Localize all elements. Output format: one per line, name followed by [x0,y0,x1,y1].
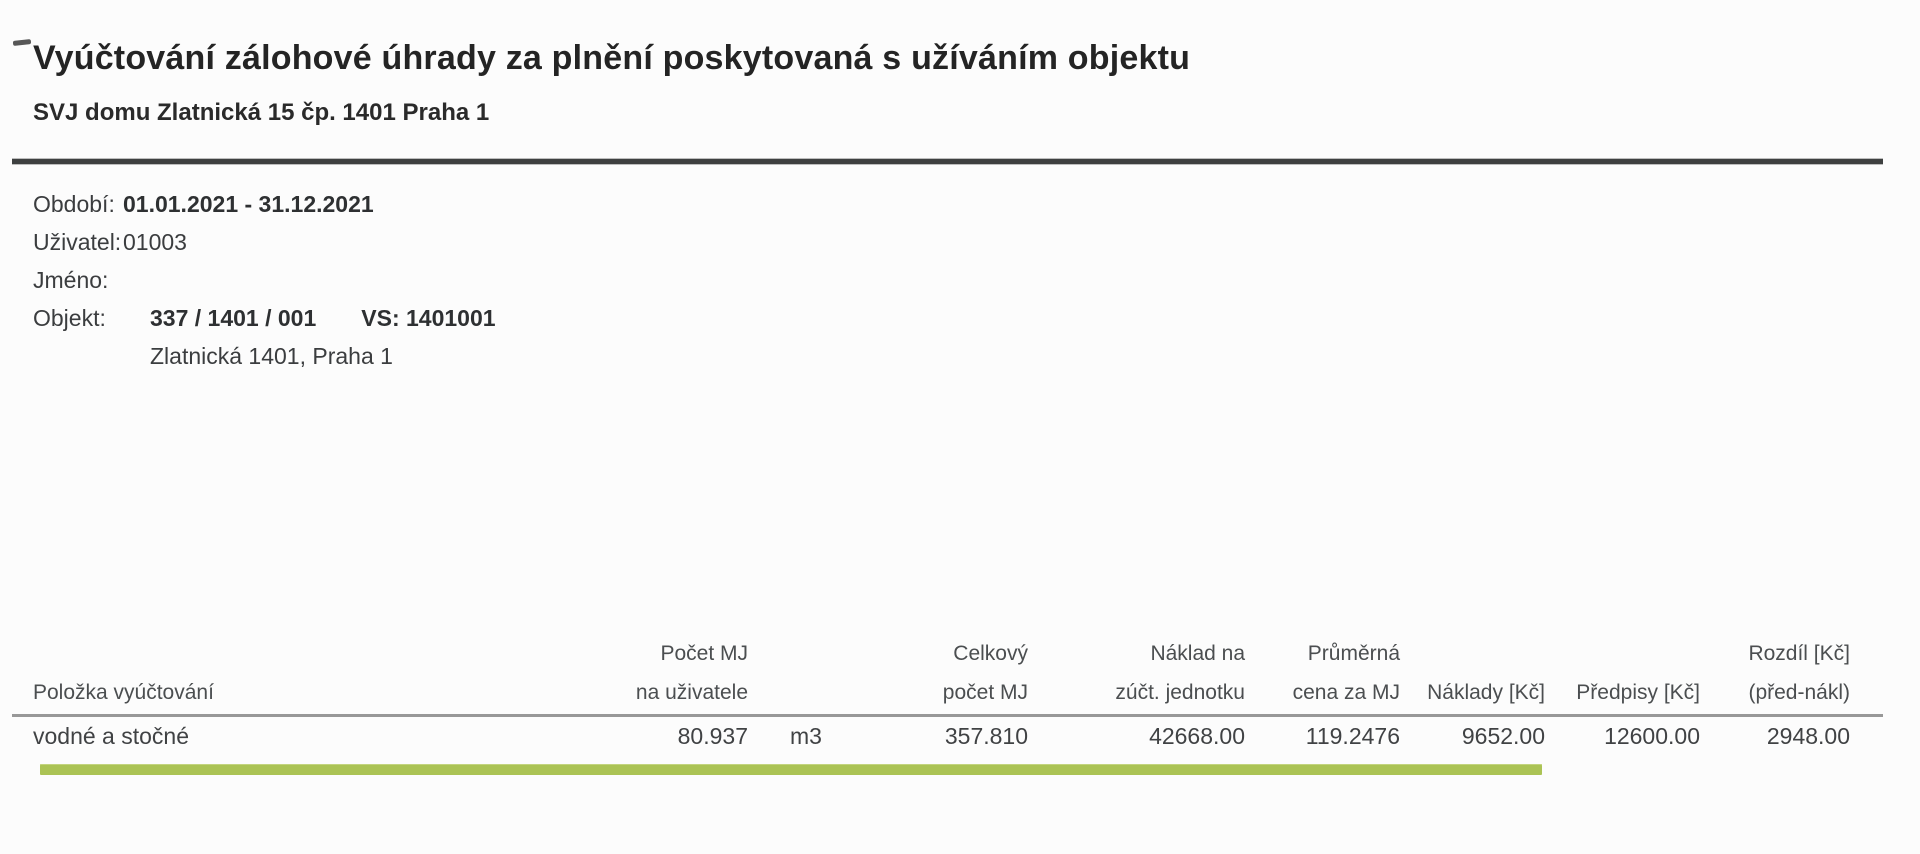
column-header-line: Celkový [953,642,1028,665]
accent-underline-bar [40,764,1542,775]
meta-row-objekt: Objekt: 337 / 1401 / 001 VS: 1401001 [33,299,1883,337]
meta-label-obdobi: Období: [33,191,115,217]
meta-value-vs: VS: 1401001 [361,305,496,331]
cell-prumerna-cena-za-mj: 119.2476 [1305,723,1400,749]
column-header-line: na uživatele [635,681,748,704]
header-divider-rule [12,159,1883,164]
column-header-line: zúčt. jednotku [1115,681,1245,704]
column-header-polozka: Položka vyúčtování [33,673,588,712]
table-divider-rule [12,714,1883,717]
meta-value-objekt: 337 / 1401 / 001 [150,305,317,331]
table-row-vodne-a-stocne: vodné a stočné 80.937 m3 357.810 42668.0… [33,723,1850,749]
meta-label-jmeno: Jméno: [33,267,109,293]
column-header-naklad-na: Náklad na zúčt. jednotku [1028,634,1245,712]
column-header-line: Náklady [Kč] [1427,681,1545,704]
column-header-prumerna: Průměrná cena za MJ [1245,634,1400,712]
column-header-pocet-mj: Počet MJ na uživatele [588,634,748,712]
meta-label-adresa [33,337,123,375]
meta-row-jmeno: Jméno: [33,261,1883,299]
cell-naklady-kc: 9652.00 [1461,723,1545,749]
meta-value-obdobi: 01.01.2021 - 31.12.2021 [123,191,374,217]
column-header-line: Položka vyúčtování [33,681,214,704]
column-header-line [790,673,833,712]
column-header-celkovy: Celkový počet MJ [833,634,1028,712]
scan-artifact-mark [12,39,32,46]
cell-pocet-mj-na-uzivatele: 80.937 [677,723,748,749]
column-header-line: Průměrná [1307,642,1400,665]
document-page: Vyúčtování zálohové úhrady za plnění pos… [0,39,1920,854]
cell-naklad-na-zuct-jednotku: 42668.00 [1149,723,1245,749]
column-header-rozdil: Rozdíl [Kč] (před-nákl) [1700,634,1850,712]
document-subtitle: SVJ domu Zlatnická 15 čp. 1401 Praha 1 [33,99,490,126]
meta-value-uzivatel: 01003 [123,229,187,255]
cell-predpisy-kc: 12600.00 [1604,723,1700,749]
document-title: Vyúčtování zálohové úhrady za plnění pos… [33,39,1191,77]
cell-celkovy-pocet-mj: 357.810 [944,723,1028,749]
cell-unit: m3 [790,723,822,749]
meta-value-adresa: Zlatnická 1401, Praha 1 [150,343,393,369]
column-header-line: Náklad na [1150,642,1245,665]
meta-row-uzivatel: Uživatel: 01003 [33,223,1883,261]
cell-item-name: vodné a stočné [33,723,190,749]
meta-row-adresa: Zlatnická 1401, Praha 1 [33,337,1883,375]
column-header-line: Rozdíl [Kč] [1748,642,1850,665]
cell-rozdil-kc: 2948.00 [1766,723,1850,749]
column-header-naklady: Náklady [Kč] [1400,673,1545,712]
column-header-line: (před-nákl) [1748,681,1850,704]
billing-table: Položka vyúčtování Počet MJ na uživatele… [12,634,1883,775]
column-header-line: Předpisy [Kč] [1576,681,1700,704]
table-header-row: Položka vyúčtování Počet MJ na uživatele… [33,634,1850,712]
meta-label-objekt: Objekt: [33,305,106,331]
column-header-line: počet MJ [942,681,1028,704]
column-header-line: Počet MJ [660,642,748,665]
meta-block: Období: 01.01.2021 - 31.12.2021 Uživatel… [33,185,1883,375]
meta-label-uzivatel: Uživatel: [33,229,122,255]
column-header-unit [748,673,833,712]
column-header-predpisy: Předpisy [Kč] [1545,673,1700,712]
meta-row-obdobi: Období: 01.01.2021 - 31.12.2021 [33,185,1883,223]
column-header-line: cena za MJ [1292,681,1400,704]
